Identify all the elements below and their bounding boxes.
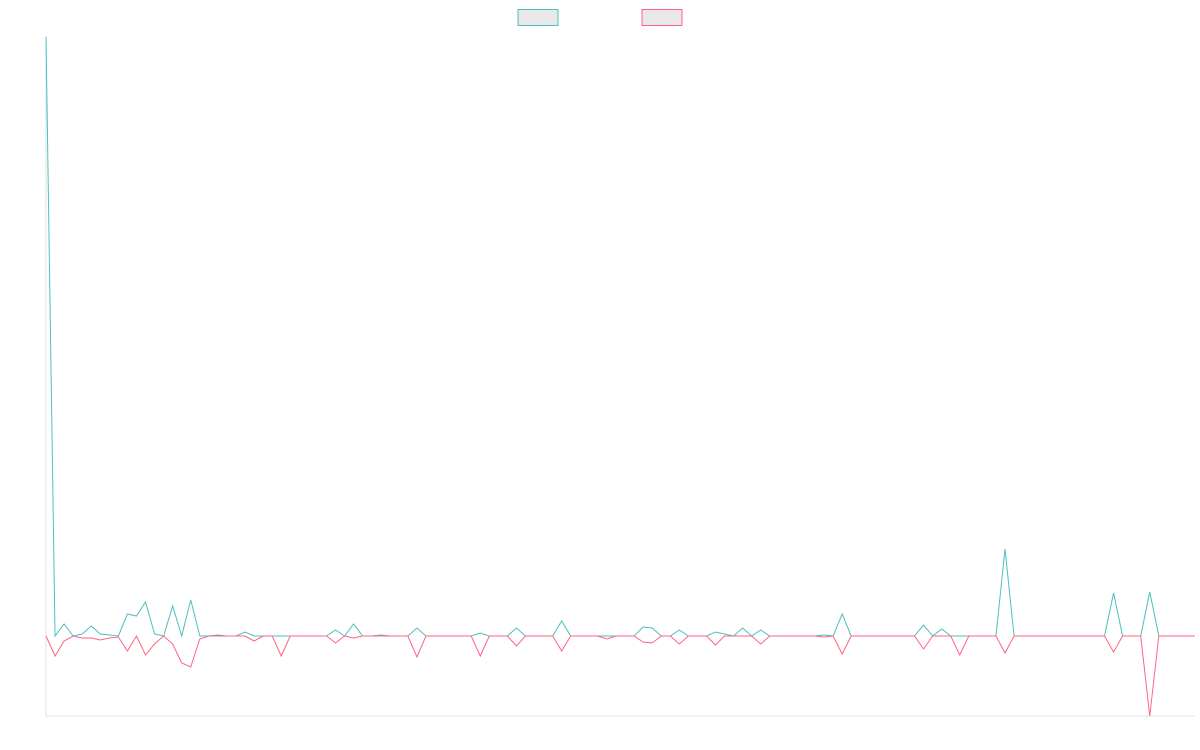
- series-line: [45, 634, 1195, 717]
- legend-swatch[interactable]: [517, 9, 559, 26]
- legend-swatch[interactable]: [641, 9, 683, 26]
- series-line: [45, 36, 1195, 638]
